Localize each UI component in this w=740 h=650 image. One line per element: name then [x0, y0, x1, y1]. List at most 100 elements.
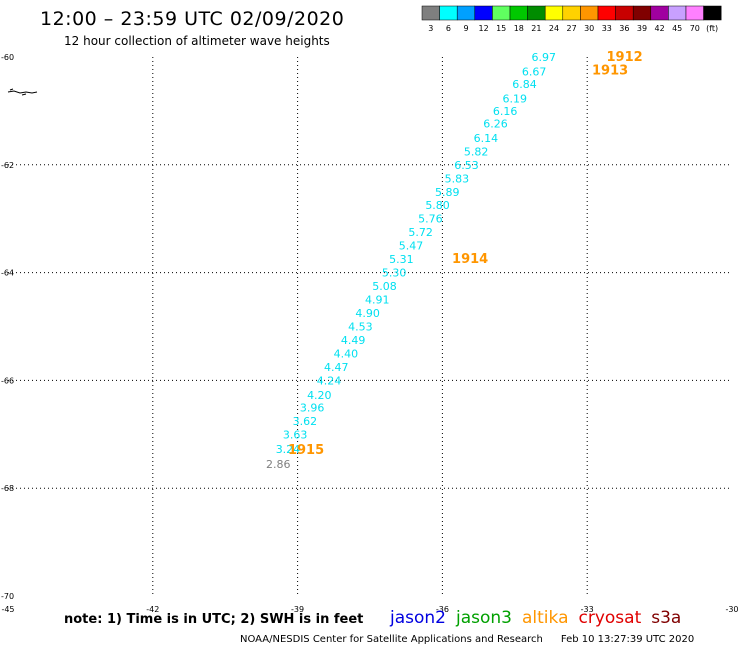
- wave-height-point: 5.30: [382, 267, 407, 280]
- wave-height-point: 4.53: [348, 321, 373, 334]
- x-tick-label: -33: [581, 605, 594, 614]
- chart-grid: [8, 57, 732, 596]
- wave-height-point: 4.24: [317, 374, 342, 387]
- wave-height-point: 5.31: [389, 253, 414, 266]
- legend-swatch: [615, 5, 634, 21]
- legend-swatch: [597, 5, 616, 21]
- y-tick-label: -70: [1, 592, 14, 601]
- footer-credit: NOAA/NESDIS Center for Satellite Applica…: [240, 634, 694, 645]
- legend-swatch: [421, 5, 440, 21]
- legend-swatch: [632, 5, 652, 21]
- wave-height-point: 5.76: [418, 213, 443, 226]
- pass-number-label: 1914: [452, 252, 488, 267]
- legend-label: 18: [514, 24, 524, 33]
- wave-height-point: 6.26: [483, 117, 508, 130]
- wave-height-point: 5.82: [464, 145, 489, 158]
- satellite-altika: altika: [522, 608, 569, 628]
- footer-note: note: 1) Time is in UTC; 2) SWH is in fe…: [64, 612, 364, 627]
- wave-height-point: 6.16: [493, 105, 518, 118]
- legend-swatch: [439, 5, 458, 21]
- chart-axes: -45 -42 -39 -36 -33 -30 -60 -62 -64 -66 -68 -70: [1, 53, 739, 614]
- legend-label: 21: [531, 24, 541, 33]
- legend-swatch: [456, 5, 476, 21]
- wave-height-point: 6.14: [474, 132, 499, 145]
- wave-height-point: 2.86: [266, 458, 291, 471]
- legend-label: 33: [602, 24, 612, 33]
- wave-height-point: 5.80: [425, 199, 450, 212]
- legend-swatch: [527, 5, 546, 21]
- wave-height-point: 5.83: [445, 172, 470, 185]
- legend-label: 30: [584, 24, 594, 33]
- wave-height-point: 5.08: [372, 280, 397, 293]
- wave-height-point: 6.19: [503, 93, 528, 106]
- legend-swatch: [685, 5, 704, 21]
- legend-label: 24: [549, 24, 559, 33]
- generation-timestamp: Feb 10 13:27:39 UTC 2020: [560, 634, 695, 645]
- wave-height-point: 3.96: [300, 401, 325, 414]
- wave-height-point: 4.91: [365, 294, 390, 307]
- satellite-jason2: jason2: [390, 608, 446, 628]
- legend-swatch: [544, 5, 564, 21]
- wave-height-point: 5.72: [408, 226, 433, 239]
- pass-number-label: 1913: [592, 63, 628, 78]
- credit-text: NOAA/NESDIS Center for Satellite Applica…: [240, 634, 543, 645]
- wave-height-point: 6.97: [532, 51, 557, 64]
- legend-label: 42: [655, 24, 665, 33]
- wave-height-point: 5.47: [399, 240, 424, 253]
- satellite-legend: jason2 jason3 altika cryosat s3a: [390, 608, 691, 628]
- satellite-jason3: jason3: [456, 608, 512, 628]
- legend-label: 36: [619, 24, 629, 33]
- x-tick-label: -36: [436, 605, 449, 614]
- legend-swatch: [668, 5, 687, 21]
- x-tick-label: -45: [1, 605, 14, 614]
- x-tick-label: -30: [725, 605, 738, 614]
- wave-height-point: 4.47: [324, 361, 349, 374]
- y-tick-label: -68: [1, 484, 14, 493]
- page-title: 12:00 – 23:59 UTC 02/09/2020: [40, 8, 345, 30]
- wave-height-point: 4.49: [341, 334, 366, 347]
- wave-height-point: 4.90: [355, 307, 380, 320]
- y-tick-label: -66: [1, 376, 14, 385]
- satellite-cryosat: cryosat: [578, 608, 642, 628]
- wave-height-point: 6.84: [512, 78, 537, 91]
- wave-height-point: 6.53: [454, 159, 479, 172]
- wave-height-point: 3.24: [276, 443, 301, 456]
- color-scale-legend: 3 6 9 12 15 18 21 24 27 30 33 36 39 42 45 70 (ft): [421, 5, 722, 33]
- legend-label: 9: [463, 24, 468, 33]
- x-tick-label: -42: [146, 605, 159, 614]
- legend-swatch: [492, 5, 511, 21]
- wave-height-point: 6.67: [522, 66, 547, 79]
- x-tick-label: -39: [291, 605, 304, 614]
- legend-label: 45: [672, 24, 682, 33]
- pass-number-label: 1912: [607, 50, 643, 65]
- y-tick-label: -62: [1, 161, 14, 170]
- wave-height-points: 6.97 6.676.84 6.196.166.26 6.145.826.535.83…: [266, 51, 556, 471]
- legend-label: 15: [496, 24, 506, 33]
- satellite-s3a: s3a: [651, 608, 682, 628]
- page-subtitle: 12 hour collection of altimeter wave hei…: [64, 34, 330, 48]
- legend-label: 27: [567, 24, 577, 33]
- wave-height-point: 5.89: [435, 186, 460, 199]
- y-tick-label: -64: [1, 269, 14, 278]
- legend-label: 39: [637, 24, 647, 33]
- legend-swatch: [474, 5, 493, 21]
- coastline-fragment: [7, 88, 38, 96]
- legend-swatch: [703, 5, 722, 21]
- legend-label: 12: [479, 24, 489, 33]
- legend-label: 3: [428, 24, 433, 33]
- y-tick-label: -60: [1, 53, 14, 62]
- legend-label: 6: [446, 24, 451, 33]
- legend-swatch: [509, 5, 528, 21]
- legend-label: 70: [690, 24, 700, 33]
- wave-height-point: 4.40: [334, 347, 359, 360]
- wave-height-point: 4.20: [307, 389, 332, 402]
- legend-swatch: [580, 5, 599, 21]
- legend-unit: (ft): [706, 24, 718, 33]
- pass-number-label: 1915: [288, 443, 324, 458]
- legend-swatch: [562, 5, 581, 21]
- wave-height-point: 3.62: [293, 415, 318, 428]
- wave-height-point: 3.63: [283, 428, 308, 441]
- legend-swatch: [650, 5, 669, 21]
